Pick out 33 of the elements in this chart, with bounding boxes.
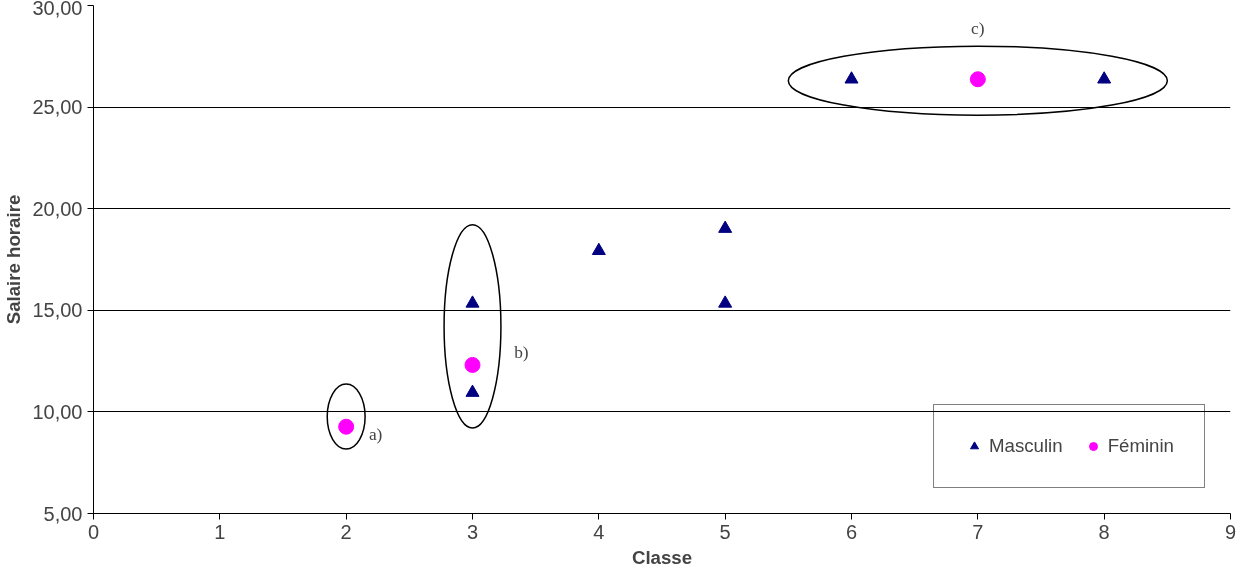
y-tick-label: 25,00	[32, 96, 83, 119]
y-tick-label: 20,00	[32, 197, 83, 220]
x-tick-label: 0	[87, 520, 100, 543]
x-tick-label: 3	[466, 520, 479, 543]
x-tick-label: 5	[719, 520, 731, 543]
y-tick-label: 5,00	[43, 502, 83, 525]
point	[718, 295, 733, 308]
x-tick-label: 9	[1224, 520, 1237, 543]
x-tick-label: 6	[845, 520, 858, 543]
x-tick-label: 4	[593, 520, 605, 543]
point	[465, 384, 480, 397]
y-tick-label: 15,00	[32, 299, 83, 322]
point	[338, 418, 355, 435]
point	[591, 242, 606, 256]
x-axis-title: Classe	[631, 546, 693, 568]
legend-label: Féminin	[1107, 435, 1174, 457]
point	[465, 295, 480, 308]
point	[969, 71, 986, 88]
annotation: b)	[514, 343, 529, 363]
point	[464, 356, 481, 373]
x-tick-label: 1	[214, 520, 226, 543]
legend-label: Masculin	[989, 435, 1063, 457]
point	[718, 220, 733, 233]
annotation: c)	[971, 18, 985, 38]
y-tick-label: 30,00	[32, 0, 83, 19]
y-axis-title: Salaire horaire	[3, 194, 25, 325]
x-tick-label: 7	[972, 520, 984, 543]
x-tick-label: 8	[1098, 520, 1110, 543]
annotation: a)	[368, 425, 383, 445]
point	[1097, 71, 1112, 84]
x-tick-label: 2	[340, 520, 352, 543]
point	[844, 71, 859, 84]
y-tick-label: 10,00	[32, 400, 83, 423]
